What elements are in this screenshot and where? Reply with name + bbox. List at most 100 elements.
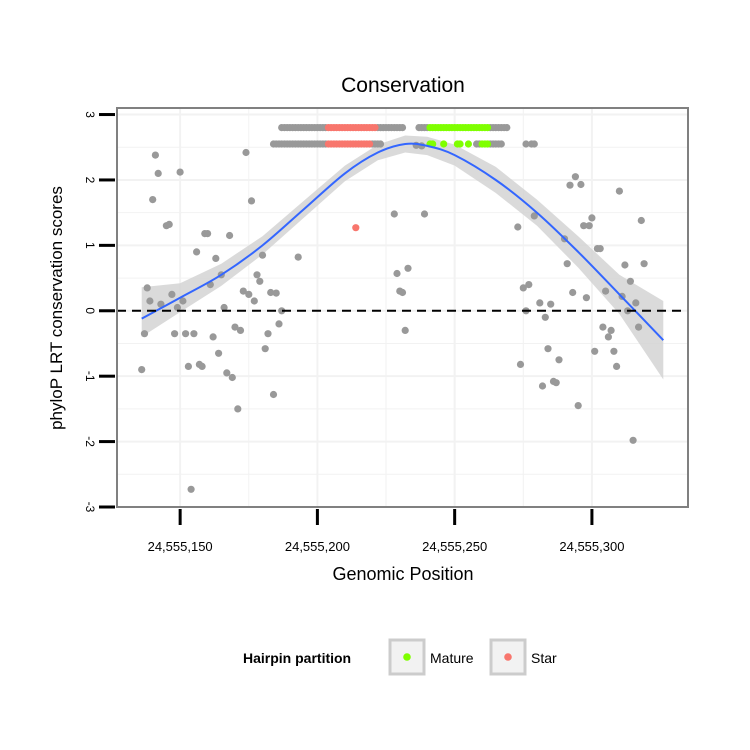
other-point — [182, 330, 190, 338]
other-point — [563, 260, 571, 268]
star-point — [352, 224, 360, 232]
other-point — [226, 231, 234, 240]
x-axis-label: Genomic Position — [332, 564, 473, 584]
other-point — [574, 402, 582, 410]
other-point — [577, 180, 585, 189]
other-point — [154, 169, 162, 177]
other-point — [168, 290, 176, 298]
other-point — [264, 330, 272, 338]
other-point — [149, 196, 157, 204]
other-point — [530, 140, 538, 148]
other-point — [269, 390, 278, 399]
other-point — [602, 287, 610, 295]
other-point — [138, 366, 146, 374]
other-point — [582, 294, 591, 302]
other-point — [629, 436, 637, 444]
x-axis: 24,555,150 24,555,200 24,555,250 24,555,300 — [148, 509, 624, 554]
other-point — [566, 181, 574, 189]
x-tick-label: 24,555,200 — [285, 539, 350, 554]
smooth-trend-line — [141, 142, 665, 341]
other-point — [272, 289, 280, 297]
other-point — [204, 230, 212, 238]
other-point — [143, 284, 151, 292]
other-point — [420, 210, 429, 218]
other-point — [536, 299, 544, 307]
legend: Hairpin partition Mature Star — [243, 638, 557, 676]
other-point — [253, 271, 261, 279]
other-point — [596, 245, 604, 253]
smooth-line-layer — [141, 142, 665, 341]
other-point — [215, 349, 223, 357]
other-point — [552, 379, 560, 387]
legend-mature-marker — [403, 653, 411, 661]
other-point — [193, 248, 201, 256]
other-point — [398, 124, 407, 132]
other-point — [187, 485, 195, 493]
other-point — [236, 326, 245, 334]
other-point — [632, 299, 640, 307]
mature-point — [484, 124, 492, 132]
chart-title: Conservation — [341, 74, 465, 97]
other-point — [621, 261, 629, 269]
other-point — [547, 300, 555, 308]
other-point — [585, 222, 593, 230]
other-point — [258, 251, 267, 259]
other-point — [267, 288, 275, 297]
other-point — [541, 313, 549, 321]
mature-point — [440, 140, 448, 148]
other-point — [588, 214, 596, 222]
y-tick-label: 3 — [83, 111, 97, 118]
other-point — [231, 323, 239, 331]
legend-mature-label: Mature — [430, 650, 474, 666]
other-point — [544, 345, 552, 353]
other-point — [569, 288, 577, 297]
mature-point — [456, 140, 464, 148]
other-point — [275, 320, 283, 328]
other-point — [640, 260, 648, 268]
other-point — [184, 362, 192, 370]
other-point — [294, 253, 302, 261]
x-tick-label: 24,555,150 — [148, 539, 213, 554]
legend-star-marker — [504, 653, 512, 661]
other-point — [234, 405, 242, 413]
other-point — [376, 140, 385, 148]
other-point — [250, 297, 258, 305]
legend-title: Hairpin partition — [243, 650, 351, 666]
y-tick-label: -3 — [83, 502, 97, 513]
other-point — [503, 124, 511, 132]
other-point — [555, 356, 563, 364]
other-point — [165, 220, 173, 228]
other-point — [519, 284, 527, 292]
plot-panel-border — [116, 107, 689, 508]
y-axis-label: phyloP LRT conservation scores — [47, 186, 66, 430]
other-point — [607, 326, 615, 334]
other-point — [256, 277, 264, 285]
other-point — [390, 210, 398, 218]
y-tick-label: -2 — [83, 436, 97, 447]
other-point — [538, 382, 547, 390]
other-point — [190, 330, 198, 338]
other-point — [242, 148, 250, 157]
legend-star-label: Star — [531, 650, 557, 666]
other-point — [157, 300, 165, 308]
other-point — [278, 307, 286, 315]
other-point — [223, 369, 231, 377]
other-point — [514, 223, 522, 231]
smooth-ribbon-layer — [141, 135, 664, 380]
other-point — [525, 281, 533, 289]
mature-point — [464, 140, 472, 148]
x-tick-label: 24,555,250 — [422, 539, 487, 554]
other-point — [635, 323, 643, 331]
other-point — [247, 197, 256, 205]
other-point — [245, 290, 253, 298]
star-point — [366, 140, 374, 148]
other-point — [610, 347, 618, 355]
other-point — [198, 362, 206, 370]
y-tick-label: 1 — [83, 242, 97, 249]
other-point — [637, 216, 645, 225]
other-point — [173, 303, 181, 312]
other-point — [179, 297, 187, 305]
other-point — [522, 140, 530, 148]
other-point — [599, 323, 607, 331]
